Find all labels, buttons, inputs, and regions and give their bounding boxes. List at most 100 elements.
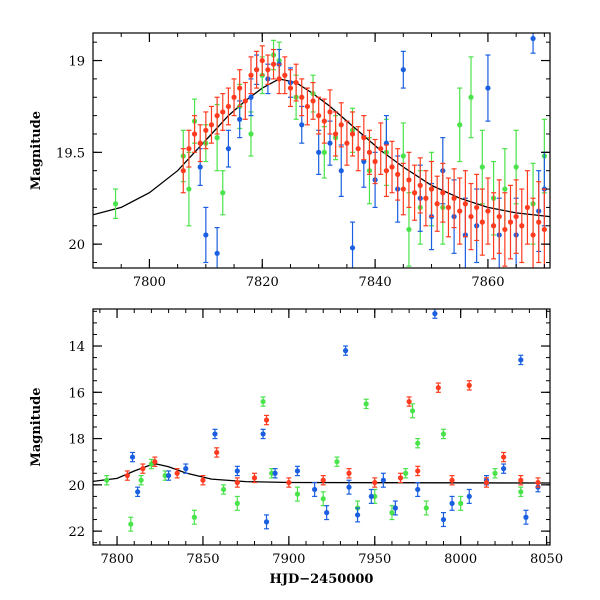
data-point bbox=[400, 186, 406, 192]
data-point bbox=[518, 477, 524, 483]
plot-frame bbox=[92, 32, 551, 269]
data-point bbox=[234, 500, 240, 506]
data-point bbox=[220, 486, 227, 493]
data-point bbox=[428, 186, 435, 192]
data-point bbox=[346, 470, 352, 476]
data-point bbox=[434, 201, 440, 207]
data-point bbox=[400, 67, 406, 73]
data-point bbox=[214, 449, 220, 456]
series-green bbox=[104, 396, 524, 532]
data-point bbox=[186, 146, 192, 152]
data-point bbox=[415, 440, 421, 446]
x-tick-label: 7840 bbox=[359, 275, 392, 290]
data-point bbox=[354, 512, 361, 518]
data-point bbox=[372, 158, 378, 165]
data-point bbox=[112, 201, 119, 207]
data-point bbox=[423, 195, 429, 201]
data-point bbox=[518, 357, 524, 363]
data-point bbox=[316, 149, 322, 155]
data-point bbox=[406, 226, 412, 233]
data-point bbox=[541, 226, 547, 233]
data-point bbox=[294, 468, 301, 474]
data-point bbox=[225, 103, 232, 110]
data-point bbox=[397, 475, 404, 481]
data-point bbox=[468, 213, 474, 220]
data-point bbox=[338, 168, 344, 174]
x-tick-label: 7850 bbox=[186, 552, 219, 567]
x-tick-label: 7800 bbox=[101, 552, 134, 567]
data-point bbox=[415, 468, 421, 474]
x-tick-label: 7860 bbox=[471, 275, 504, 290]
data-point bbox=[513, 164, 519, 170]
data-point bbox=[129, 454, 136, 460]
data-point bbox=[417, 182, 423, 188]
data-point bbox=[263, 417, 270, 423]
data-point bbox=[242, 98, 248, 104]
data-point bbox=[294, 491, 301, 497]
plot-area bbox=[93, 309, 550, 532]
data-point bbox=[366, 149, 373, 155]
data-point bbox=[457, 208, 463, 214]
data-point bbox=[234, 479, 240, 486]
data-point bbox=[316, 113, 322, 119]
data-point bbox=[265, 67, 271, 73]
data-point bbox=[293, 79, 299, 86]
data-point bbox=[530, 35, 536, 42]
series-red bbox=[124, 380, 541, 488]
data-point bbox=[380, 477, 386, 483]
data-point bbox=[479, 164, 485, 170]
data-point bbox=[466, 493, 472, 500]
data-point bbox=[272, 470, 278, 476]
y-tick-label: 19 bbox=[68, 55, 85, 70]
data-point bbox=[501, 466, 507, 472]
data-point bbox=[324, 510, 330, 516]
data-point bbox=[361, 135, 367, 141]
data-point bbox=[530, 232, 536, 238]
data-point bbox=[338, 122, 344, 128]
data-point bbox=[327, 109, 333, 115]
data-point bbox=[524, 204, 531, 211]
series-blue bbox=[129, 309, 541, 530]
data-point bbox=[378, 146, 384, 152]
data-point bbox=[466, 382, 472, 388]
data-point bbox=[220, 190, 226, 196]
data-point bbox=[287, 85, 294, 91]
data-point bbox=[346, 484, 352, 490]
data-point bbox=[304, 103, 310, 110]
data-point bbox=[406, 177, 412, 183]
data-point bbox=[234, 468, 240, 474]
data-point bbox=[124, 472, 130, 479]
plot-frame bbox=[92, 308, 551, 546]
y-tick-label: 20 bbox=[68, 238, 85, 253]
data-point bbox=[320, 477, 326, 483]
data-point bbox=[502, 186, 508, 192]
data-point bbox=[355, 146, 361, 152]
data-point bbox=[349, 131, 356, 137]
data-point bbox=[411, 190, 418, 196]
data-point bbox=[251, 475, 258, 481]
data-point bbox=[214, 113, 220, 119]
data-point bbox=[457, 122, 463, 128]
data-point bbox=[237, 85, 243, 91]
y-tick-label: 19.5 bbox=[56, 146, 85, 161]
data-point bbox=[507, 219, 514, 225]
data-point bbox=[435, 385, 441, 391]
data-point bbox=[237, 116, 243, 122]
data-point bbox=[395, 171, 401, 177]
y-tick-label: 20 bbox=[68, 479, 85, 494]
data-point bbox=[513, 213, 519, 220]
data-point bbox=[203, 232, 209, 238]
data-point bbox=[191, 131, 198, 137]
data-point bbox=[128, 521, 134, 527]
model-curve bbox=[93, 78, 550, 218]
y-axis-label: Magnitude bbox=[29, 111, 44, 190]
data-point bbox=[299, 94, 305, 100]
data-point bbox=[197, 140, 203, 146]
data-point bbox=[231, 94, 237, 100]
data-point bbox=[220, 109, 226, 115]
x-tick-label: 8050 bbox=[530, 552, 563, 567]
data-point bbox=[485, 208, 491, 214]
y-tick-label: 18 bbox=[68, 433, 85, 448]
data-point bbox=[248, 131, 254, 137]
